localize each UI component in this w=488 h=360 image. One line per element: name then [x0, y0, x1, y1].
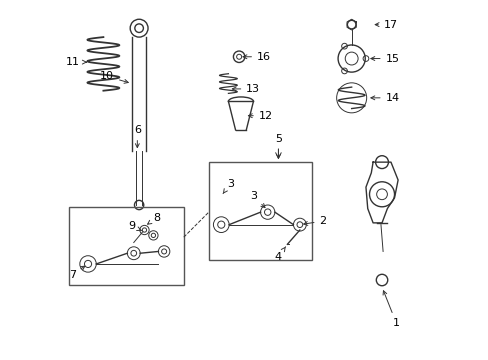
Text: 9: 9 [128, 221, 141, 231]
Text: 4: 4 [274, 247, 285, 262]
Text: 8: 8 [147, 212, 160, 224]
Text: 15: 15 [370, 54, 399, 64]
Text: 16: 16 [243, 52, 270, 62]
Text: 12: 12 [248, 111, 272, 121]
Text: 17: 17 [374, 19, 397, 30]
Text: 13: 13 [232, 84, 260, 94]
Text: 2: 2 [303, 216, 326, 226]
Text: 5: 5 [274, 134, 282, 158]
Text: 11: 11 [66, 57, 86, 67]
Text: 6: 6 [134, 125, 141, 148]
Text: 7: 7 [69, 266, 85, 280]
Text: 14: 14 [370, 93, 399, 103]
Text: 3: 3 [249, 191, 264, 208]
Text: 3: 3 [223, 179, 233, 194]
Bar [69, 207, 183, 285]
Text: 10: 10 [100, 71, 128, 83]
Bar [208, 162, 312, 260]
Text: 1: 1 [382, 291, 399, 328]
